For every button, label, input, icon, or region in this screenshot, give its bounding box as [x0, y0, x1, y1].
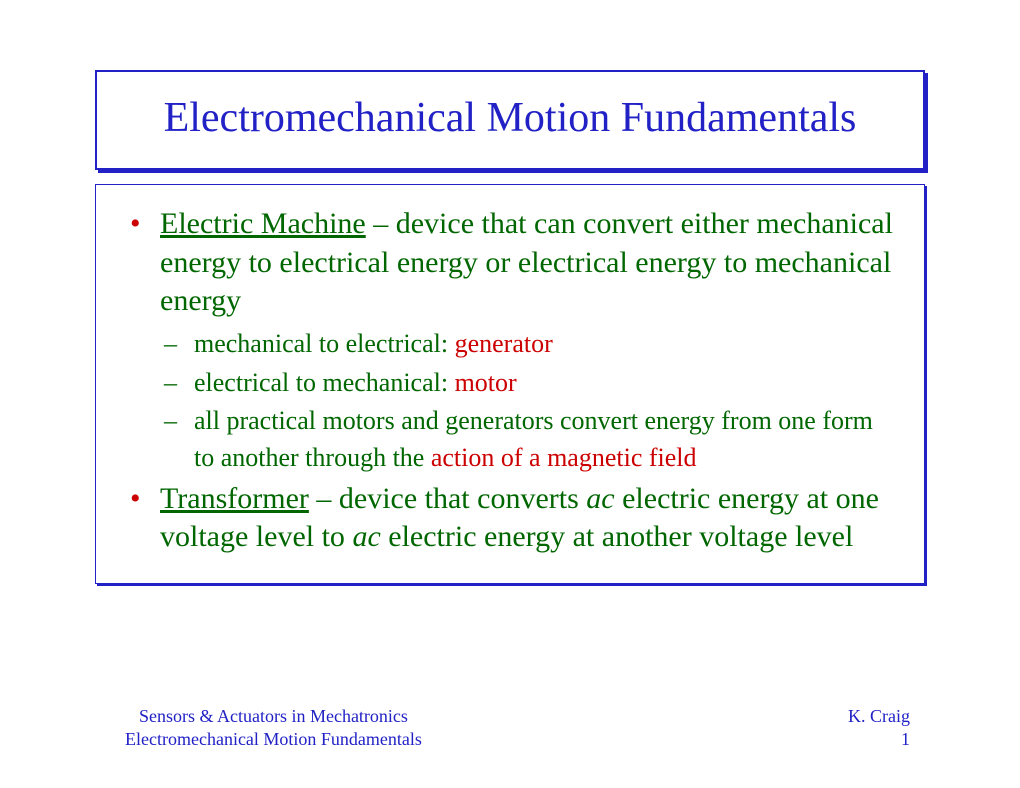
- footer-left: Sensors & Actuators in Mechatronics Elec…: [125, 705, 422, 750]
- bullet-list-level2: mechanical to electrical: generator elec…: [160, 326, 894, 476]
- list-item: mechanical to electrical: generator: [160, 326, 894, 362]
- highlight-generator: generator: [455, 329, 553, 358]
- list-item: all practical motors and generators conv…: [160, 403, 894, 476]
- italic-ac: ac: [586, 482, 614, 515]
- italic-ac: ac: [352, 520, 380, 553]
- text-segment: electrical to mechanical:: [194, 368, 455, 397]
- footer-page-number: 1: [848, 728, 910, 751]
- term-electric-machine: Electric Machine: [160, 207, 366, 240]
- text-segment: electric energy at another voltage level: [381, 520, 854, 553]
- text-segment: – device that converts: [309, 482, 586, 515]
- body-box: Electric Machine – device that can conve…: [95, 184, 925, 584]
- list-item: Electric Machine – device that can conve…: [126, 205, 894, 476]
- list-item: Transformer – device that converts ac el…: [126, 480, 894, 557]
- footer-topic: Electromechanical Motion Fundamentals: [125, 728, 422, 751]
- bullet-list-level1: Electric Machine – device that can conve…: [126, 205, 894, 557]
- slide-title: Electromechanical Motion Fundamentals: [164, 95, 857, 141]
- footer-course: Sensors & Actuators in Mechatronics: [125, 705, 422, 728]
- highlight-motor: motor: [455, 368, 517, 397]
- slide-footer: Sensors & Actuators in Mechatronics Elec…: [0, 705, 1020, 750]
- term-transformer: Transformer: [160, 482, 309, 515]
- title-box: Electromechanical Motion Fundamentals: [95, 70, 925, 170]
- list-item: electrical to mechanical: motor: [160, 365, 894, 401]
- footer-author: K. Craig: [848, 705, 910, 728]
- slide: Electromechanical Motion Fundamentals El…: [0, 0, 1020, 788]
- footer-right: K. Craig 1: [848, 705, 910, 750]
- text-segment: mechanical to electrical:: [194, 329, 455, 358]
- highlight-magnetic-field: action of a magnetic field: [431, 443, 697, 472]
